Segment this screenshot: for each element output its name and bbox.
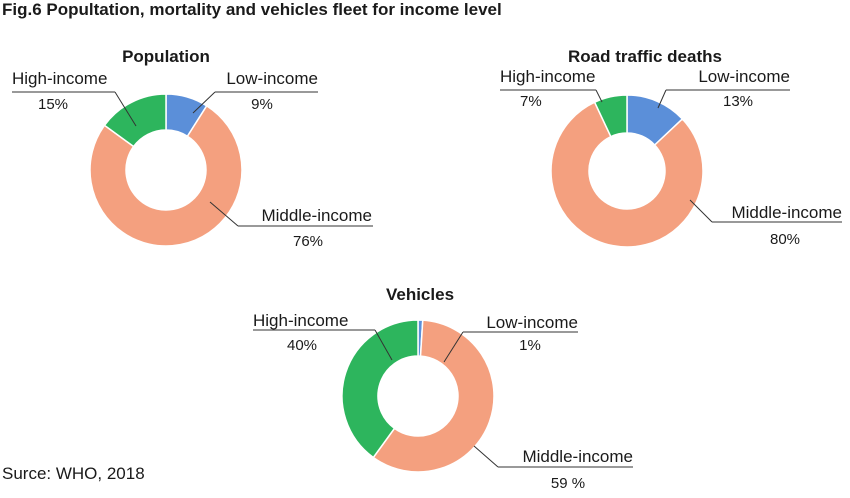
leader-line <box>473 445 499 468</box>
slice-label: High-income <box>253 311 348 330</box>
leader-line <box>114 91 137 127</box>
slice-label: Middle-income <box>731 203 842 222</box>
slice-value-label: 76% <box>293 233 323 250</box>
donut-slice <box>89 104 243 247</box>
slice-label: High-income <box>500 67 595 86</box>
donut-chart: Vehicles Low-income 1% Middle-income 59 % Hig… <box>253 285 633 492</box>
donut-slice <box>341 319 419 459</box>
donut-slice <box>103 93 167 148</box>
leader-line <box>657 89 667 109</box>
donut-slice <box>593 94 628 138</box>
chart-title: Road traffic deaths <box>568 47 722 66</box>
slice-label: Low-income <box>698 67 790 86</box>
slice-label: Middle-income <box>522 447 633 466</box>
leader-line <box>209 201 239 227</box>
leader-line <box>374 329 393 361</box>
chart-title: Vehicles <box>386 285 454 304</box>
slice-label: Middle-income <box>261 206 372 225</box>
figure-title: Fig.6 Popultation, mortality and vehicle… <box>2 0 502 19</box>
leader-line <box>443 331 464 363</box>
slice-label: Low-income <box>486 313 578 332</box>
slice-value-label: 9% <box>251 96 273 113</box>
slice-value-label: 40% <box>287 337 317 354</box>
leader-line <box>595 89 603 103</box>
slice-value-label: 13% <box>723 93 753 110</box>
slice-label: High-income <box>12 69 107 88</box>
donut-chart: Population Low-income 9% Middle-income 76% Hi… <box>12 47 373 250</box>
chart-title: Population <box>122 47 210 66</box>
slice-value-label: 59 % <box>551 475 585 492</box>
source-note: Surce: WHO, 2018 <box>2 464 145 483</box>
donut-slice <box>372 319 495 473</box>
slice-value-label: 80% <box>770 231 800 248</box>
slice-value-label: 1% <box>519 337 541 354</box>
leader-line <box>689 199 713 223</box>
slice-label: Low-income <box>226 69 318 88</box>
donut-slice <box>550 101 704 248</box>
leader-line <box>192 91 216 114</box>
slice-value-label: 15% <box>38 96 68 113</box>
slice-value-label: 7% <box>520 93 542 110</box>
